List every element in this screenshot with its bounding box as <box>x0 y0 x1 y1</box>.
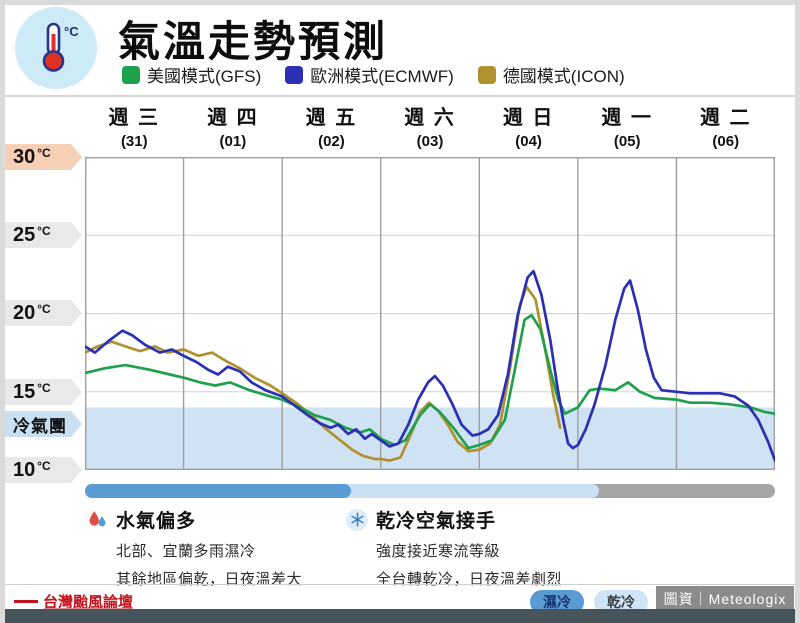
day-header-row: 週 三 (31) 週 四 (01) 週 五 (02) 週 六 (03) 週 日 … <box>85 101 775 150</box>
annotation-cold-line-1: 強度接近寒流等級 <box>376 543 501 560</box>
thermometer-icon: °C <box>15 7 97 89</box>
day-label: 週 二 (06) <box>699 107 752 150</box>
chart-lines <box>85 157 775 470</box>
data-source-badge: 圖資｜Meteologix <box>656 586 794 611</box>
legend-label-gfs: 美國模式(GFS) <box>147 67 262 86</box>
condition-bar-segment <box>343 484 599 498</box>
icon-color-swatch <box>477 65 496 84</box>
temperature-chart <box>85 157 775 470</box>
day-label: 週 三 (31) <box>108 107 161 150</box>
annotation-wet-line-1: 北部、宜蘭多雨濕冷 <box>116 543 256 560</box>
page-title: 氣溫走勢預測 <box>118 18 389 65</box>
day-label: 週 六 (03) <box>404 107 456 150</box>
condition-bar-segment <box>591 484 761 498</box>
model-legend: 美國模式(GFS) 歐洲模式(ECMWF) 德國模式(ICON) <box>122 62 625 87</box>
legend-item-icon: 德國模式(ICON) <box>477 62 625 87</box>
annotation-cold-title: 乾冷空氣接手 <box>376 511 497 532</box>
day-label: 週 一 (05) <box>601 107 653 150</box>
y-axis-label-15: 15 °C <box>4 379 82 405</box>
y-axis-label-20: 20 °C <box>4 300 82 326</box>
legend-item-gfs: 美國模式(GFS) <box>122 62 261 87</box>
water-splash-icon <box>85 508 109 532</box>
bottom-bar <box>0 609 800 623</box>
snowflake-icon <box>345 508 369 532</box>
legend-label-icon: 德國模式(ICON) <box>502 67 625 86</box>
y-axis-label-10: 10 °C <box>4 457 82 483</box>
logo-text: 台灣颱風論壇 <box>43 594 134 611</box>
day-label: 週 四 (01) <box>207 107 259 150</box>
condition-bar-segment <box>85 484 351 498</box>
icon-degree-label: °C <box>64 24 79 39</box>
forum-logo: 台灣颱風論壇 <box>14 591 133 612</box>
annotation-wet-line-2: 其餘地區偏乾，日夜溫差大 <box>116 571 303 588</box>
y-axis-label-25: 25 °C <box>4 222 82 248</box>
condition-bar <box>85 484 775 498</box>
gfs-color-swatch <box>122 65 140 84</box>
day-label: 週 日 (04) <box>502 107 555 150</box>
footer-divider <box>0 584 800 585</box>
annotation-cold-line-2: 全台轉乾冷，日夜溫差劇烈 <box>376 571 563 588</box>
annotation-wet-title: 水氣偏多 <box>116 511 197 532</box>
logo-dash <box>14 600 38 603</box>
annotation-wet: 水氣偏多 北部、宜蘭多雨濕冷 其餘地區偏乾，日夜溫差大 <box>85 506 302 589</box>
y-axis-label-30: 30 °C <box>4 144 82 170</box>
legend-label-ecmwf: 歐洲模式(ECMWF) <box>310 67 454 86</box>
ecmwf-color-swatch <box>285 65 304 84</box>
annotation-cold: 乾冷空氣接手 強度接近寒流等級 全台轉乾冷，日夜溫差劇烈 <box>345 506 562 589</box>
legend-item-ecmwf: 歐洲模式(ECMWF) <box>285 62 454 87</box>
cold-airmass-label: 冷氣團 <box>4 411 82 437</box>
header-divider <box>5 95 795 97</box>
day-label: 週 五 (02) <box>305 107 358 150</box>
